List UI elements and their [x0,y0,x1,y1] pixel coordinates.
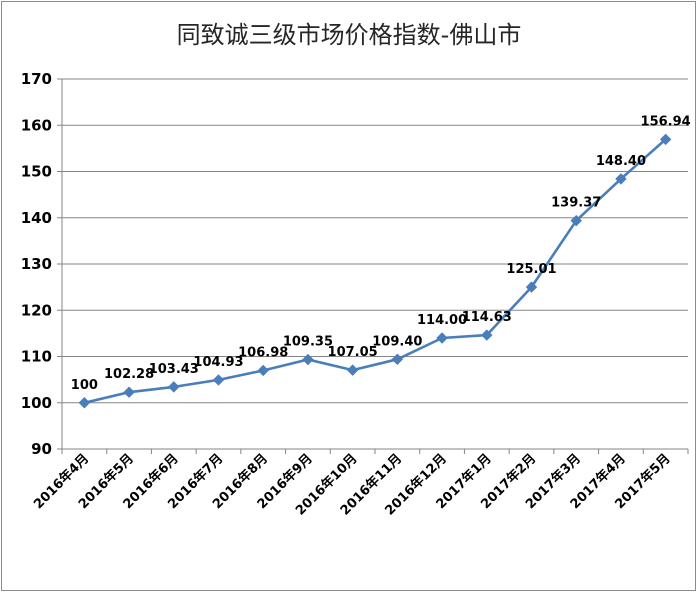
series [78,133,672,409]
axes [57,78,689,454]
data-point-marker [570,214,582,227]
data-label: 106.98 [238,345,288,360]
y-tick-label: 160 [21,116,52,134]
data-point-marker [659,133,672,146]
data-label: 102.28 [104,367,154,382]
x-axis-ticks: 2016年4月2016年5月2016年6月2016年7月2016年8月2016年… [31,451,674,519]
y-tick-label: 90 [31,440,52,458]
data-point-marker [168,381,180,393]
data-label: 109.35 [283,335,333,350]
y-tick-label: 130 [21,255,52,273]
data-point-marker [346,364,359,376]
data-label: 148.40 [596,154,646,169]
y-tick-label: 170 [21,70,52,88]
y-tick-label: 110 [21,348,52,366]
y-tick-label: 140 [21,209,52,227]
data-point-marker [302,353,314,366]
data-point-marker [615,173,627,185]
data-label: 109.40 [372,334,422,349]
data-point-marker [78,397,91,409]
data-label: 107.05 [328,345,378,360]
data-label: 114.63 [462,310,512,325]
data-label: 103.43 [149,362,199,377]
gridlines [62,78,688,404]
data-point-marker [481,329,493,341]
y-axis-ticks: 90 100 110 120 130 140 150 160 170 [21,70,52,458]
chart-title: 同致诚三级市场价格指数-佛山市 [177,21,522,49]
y-tick-label: 150 [21,163,52,181]
data-label: 139.37 [551,196,601,211]
data-label: 104.93 [193,355,243,370]
data-label: 156.94 [641,114,691,129]
y-tick-label: 120 [21,301,52,319]
data-point-marker [436,332,448,344]
data-label: 114.00 [417,313,467,328]
data-label: 125.01 [506,262,556,277]
data-label: 100 [71,378,98,393]
series-line [84,138,667,405]
data-labels: 100102.28103.43104.93106.98109.35107.051… [71,114,691,392]
data-point-marker [123,386,135,398]
data-point-marker [257,364,269,377]
data-point-marker [391,353,404,365]
data-point-marker [212,374,225,386]
y-tick-label: 100 [21,394,52,412]
data-point-marker [525,281,538,293]
